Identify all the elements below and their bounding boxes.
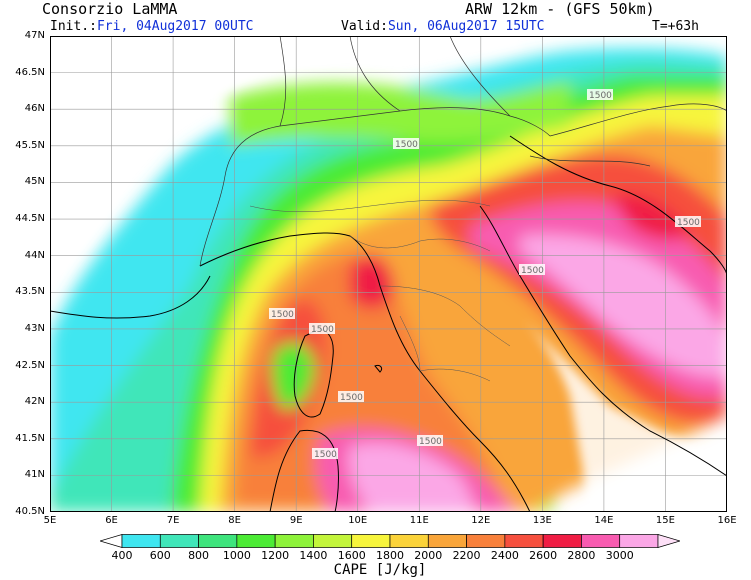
country-borders (199, 36, 727, 267)
org-title: Consorzio LaMMA (42, 0, 178, 18)
colorbar-level-label: 3000 (605, 549, 634, 562)
svg-text:1500: 1500 (271, 310, 294, 320)
contour-labels: 1500 1500 1500 1500 1500 1500 1500 1500 … (269, 89, 701, 460)
model-title: ARW 12km - (GFS 50km) (465, 0, 655, 18)
colorbar-level-label: 2200 (452, 549, 481, 562)
colorbar-swatch (389, 534, 429, 548)
longitude-label: 8E (228, 515, 241, 526)
colorbar-level-label: 2600 (529, 549, 558, 562)
colorbar-under-triangle (100, 534, 123, 548)
svg-text:1500: 1500 (677, 218, 700, 228)
init-label: Init.: (50, 19, 97, 34)
latitude-label: 41.5N (15, 432, 45, 444)
contour-label: 1500 (312, 448, 338, 460)
colorbar-swatch (198, 534, 238, 548)
latitude-label: 43.5N (15, 286, 45, 298)
valid-label: Valid: (341, 19, 388, 34)
colorbar (100, 534, 680, 548)
colorbar-swatch (274, 534, 314, 548)
latitude-label: 42N (24, 396, 45, 408)
sea-areas (50, 36, 727, 512)
coastlines (50, 135, 727, 512)
colorbar-swatch (313, 534, 353, 548)
longitude-label: 13E (532, 515, 552, 526)
regional-borders (249, 199, 511, 382)
longitude-label: 10E (348, 515, 368, 526)
colorbar-level-label: 400 (111, 549, 133, 562)
svg-text:1500: 1500 (340, 393, 363, 403)
init-value: Fri, 04Aug2017 00UTC (96, 19, 254, 34)
svg-text:1500: 1500 (314, 450, 337, 460)
colorbar-level-label: 2400 (490, 549, 519, 562)
colorbar-swatch (236, 534, 276, 548)
latitude-label: 46N (24, 103, 45, 115)
colorbar-swatch (542, 534, 582, 548)
latitude-label: 41N (24, 469, 45, 481)
colorbar-level-label: 2800 (567, 549, 596, 562)
init-line: Init.:Fri, 04Aug2017 00UTC (50, 20, 254, 34)
colorbar-title: CAPE [J/kg] (333, 562, 427, 578)
longitude-label: 16E (717, 515, 737, 526)
latitude-label: 46.5N (15, 66, 45, 78)
longitude-label: 9E (289, 515, 303, 526)
contour-label: 1500 (309, 323, 335, 335)
svg-text:1500: 1500 (521, 266, 544, 276)
colorbar-swatch (121, 534, 161, 548)
longitude-label: 11E (409, 515, 429, 526)
contour-label: 1500 (338, 391, 364, 403)
colorbar-swatch (427, 534, 467, 548)
latitude-label: 45.5N (15, 139, 45, 151)
contour-label: 1500 (675, 216, 701, 228)
colorbar-swatch (504, 534, 544, 548)
contour-label: 1500 (269, 308, 295, 320)
latitude-label: 40.5N (15, 506, 45, 517)
svg-text:1500: 1500 (311, 325, 334, 335)
map-border (50, 36, 727, 512)
contour-label: 1500 (417, 435, 443, 447)
longitude-label: 6E (105, 515, 118, 526)
svg-text:1500: 1500 (419, 437, 442, 447)
latitude-label: 44N (24, 249, 45, 261)
latitude-label: 45N (24, 176, 45, 188)
colorbar-level-label: 2000 (414, 549, 443, 562)
colorbar-level-label: 1800 (376, 549, 404, 562)
latitude-label: 44.5N (15, 213, 45, 225)
contour-label: 1500 (587, 89, 613, 101)
colorbar-level-label: 800 (188, 549, 210, 562)
colorbar-swatch (619, 534, 659, 548)
colorbar-level-label: 1400 (299, 549, 328, 562)
cape-field (50, 48, 727, 512)
latitude-label: 47N (24, 30, 45, 41)
contour-label: 1500 (519, 264, 545, 276)
graticule (50, 36, 727, 512)
forecast-step: T=+63h (652, 19, 699, 34)
colorbar-swatch (351, 534, 391, 548)
colorbar-swatch (159, 534, 199, 548)
longitude-label: 5E (43, 515, 57, 526)
valid-line: Valid:Sun, 06Aug2017 15UTC (341, 20, 545, 34)
svg-text:1500: 1500 (589, 91, 612, 101)
colorbar-level-label: 1000 (222, 549, 251, 562)
colorbar-over-triangle (657, 534, 680, 548)
colorbar-swatch (466, 534, 506, 548)
cape-map: 1500 1500 1500 1500 1500 1500 1500 1500 … (50, 36, 727, 512)
latitude-label: 42.5N (15, 359, 45, 371)
longitude-label: 12E (471, 515, 491, 526)
colorbar-level-label: 1600 (337, 549, 366, 562)
contour-label: 1500 (393, 138, 419, 150)
longitude-label: 7E (166, 515, 180, 526)
colorbar-level-label: 1200 (261, 549, 290, 562)
colorbar-level-label: 600 (149, 549, 171, 562)
longitude-label: 14E (594, 515, 614, 526)
valid-value: Sun, 06Aug2017 15UTC (387, 19, 545, 34)
latitude-label: 43N (24, 322, 45, 334)
longitude-label: 15E (655, 515, 675, 526)
colorbar-swatch (581, 534, 621, 548)
svg-text:1500: 1500 (395, 140, 418, 150)
